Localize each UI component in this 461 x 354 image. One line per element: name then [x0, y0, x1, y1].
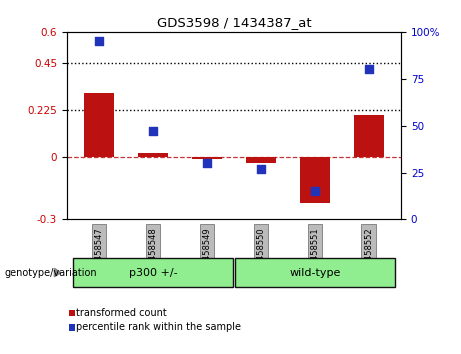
Text: p300 +/-: p300 +/- [129, 268, 177, 278]
Bar [84, 93, 114, 157]
Text: percentile rank within the sample: percentile rank within the sample [76, 322, 241, 332]
Point [149, 129, 157, 134]
Bar [192, 157, 222, 159]
Bar [300, 157, 330, 203]
FancyBboxPatch shape [73, 258, 233, 287]
FancyBboxPatch shape [69, 324, 75, 331]
Text: wild-type: wild-type [289, 268, 341, 278]
Polygon shape [54, 268, 61, 277]
Bar [246, 157, 276, 163]
Text: transformed count: transformed count [76, 308, 167, 318]
Point [311, 188, 319, 194]
Point [203, 160, 211, 166]
Text: genotype/variation: genotype/variation [5, 268, 97, 278]
FancyBboxPatch shape [69, 310, 75, 316]
Point [365, 67, 372, 72]
Point [257, 166, 265, 172]
Title: GDS3598 / 1434387_at: GDS3598 / 1434387_at [157, 16, 311, 29]
Point [95, 39, 103, 44]
Bar [138, 153, 168, 157]
FancyBboxPatch shape [235, 258, 395, 287]
Bar [354, 115, 384, 157]
